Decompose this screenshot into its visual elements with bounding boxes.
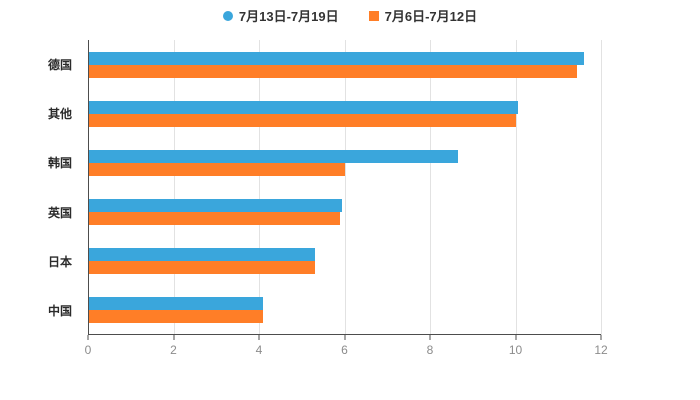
bar-series-1 <box>88 113 516 127</box>
x-tick-label: 4 <box>255 343 263 357</box>
category-label: 日本 <box>47 254 72 269</box>
x-tick-label: 6 <box>341 343 348 357</box>
x-tick-label: 2 <box>170 343 177 357</box>
bar-group <box>88 188 601 237</box>
category-label: 德国 <box>47 58 72 73</box>
gridline <box>430 40 431 335</box>
gridline <box>601 40 602 335</box>
x-axis-line <box>88 334 601 335</box>
bar-series-1 <box>88 162 345 176</box>
legend-marker-square-icon <box>368 10 379 21</box>
category-label: 中国 <box>47 303 72 318</box>
bar-series-1 <box>88 310 264 324</box>
bar-series-1 <box>88 261 315 275</box>
x-tick-mark <box>515 335 516 340</box>
bar-rows <box>88 40 601 335</box>
category-label: 其他 <box>47 107 72 122</box>
plot-area <box>88 40 602 335</box>
x-tick-mark <box>344 335 345 340</box>
bar-series-0 <box>88 51 584 65</box>
bar-series-0 <box>88 199 343 213</box>
legend: 7月13日-7月19日 7月6日-7月12日 <box>0 6 700 25</box>
x-tick-label: 10 <box>508 343 523 357</box>
bar-series-1 <box>88 212 341 226</box>
bar-series-0 <box>88 248 315 262</box>
y-axis-line <box>88 40 89 335</box>
category-label: 英国 <box>47 205 72 220</box>
gridline <box>259 40 260 335</box>
x-tick-label: 0 <box>84 343 92 357</box>
bar-series-1 <box>88 64 578 78</box>
bar-series-0 <box>88 149 458 163</box>
gridline <box>344 40 346 335</box>
x-tick-mark <box>173 335 174 340</box>
category-label: 韩国 <box>47 156 72 171</box>
category-labels: 德国其他韩国英国日本中国 <box>0 40 82 335</box>
x-tick-label: 8 <box>426 343 434 357</box>
legend-item-series-1[interactable]: 7月6日-7月12日 <box>368 6 478 25</box>
x-tick-mark <box>258 335 260 340</box>
bar-group <box>88 138 601 187</box>
bar-group <box>88 40 601 89</box>
legend-label: 7月13日-7月19日 <box>238 9 339 24</box>
x-tick-label: 12 <box>594 343 608 357</box>
bar-series-0 <box>88 297 264 311</box>
gridlines <box>88 40 602 335</box>
legend-item-series-0[interactable]: 7月13日-7月19日 <box>222 6 339 25</box>
gridline <box>515 40 517 335</box>
bar-group <box>88 237 601 286</box>
bar-group <box>88 89 601 138</box>
x-tick-mark <box>87 335 89 340</box>
legend-label: 7月6日-7月12日 <box>384 9 478 24</box>
x-tick-mark <box>600 335 602 340</box>
bar-group <box>88 286 601 335</box>
x-axis-ticks: 0 2 4 6 8 10 12 <box>84 335 608 359</box>
legend-marker-circle-icon <box>222 10 233 21</box>
bar-series-0 <box>88 100 518 114</box>
gridline <box>173 40 175 335</box>
x-tick-mark <box>429 335 431 340</box>
